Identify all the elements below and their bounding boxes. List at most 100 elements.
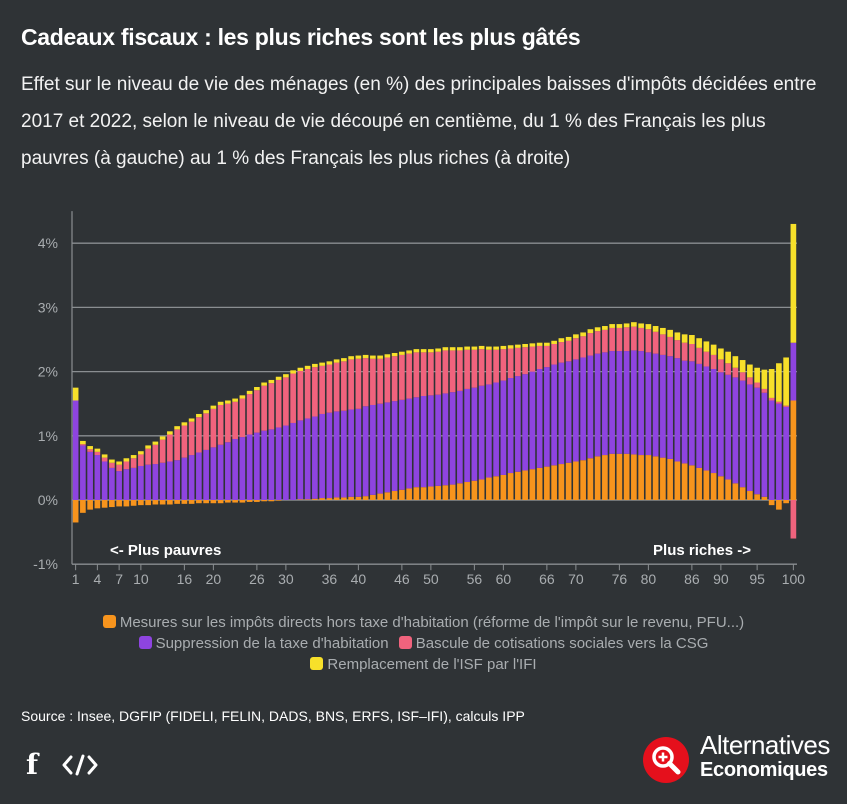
bar-segment-ir xyxy=(399,489,405,500)
bar-segment-ir xyxy=(254,500,260,502)
bar-segment-isf xyxy=(732,356,739,368)
bar-segment-csg xyxy=(558,342,565,363)
bar-segment-th xyxy=(297,420,304,500)
bar-segment-th xyxy=(80,445,86,500)
bar-segment-isf xyxy=(377,355,383,359)
bar-segment-csg xyxy=(370,358,376,405)
bar-segment-th xyxy=(696,363,702,468)
bar-segment-isf xyxy=(370,355,376,359)
bar-segment-th xyxy=(710,369,717,474)
bar-segment-csg xyxy=(384,357,391,403)
x-tick-label: 76 xyxy=(612,571,628,587)
bar-segment-th xyxy=(370,404,376,495)
bar-segment-ir xyxy=(87,500,93,510)
bar-segment-th xyxy=(478,385,485,480)
bar-segment-csg xyxy=(159,439,166,463)
bar-segment-ir xyxy=(333,497,340,500)
bar-segment-csg xyxy=(268,383,275,430)
x-tick-label: 30 xyxy=(278,571,294,587)
bar-segment-csg xyxy=(747,377,753,385)
bar-segment-csg xyxy=(732,367,739,378)
bar-segment-isf xyxy=(435,348,441,352)
bar-segment-csg xyxy=(94,451,101,456)
bar-segment-th xyxy=(348,409,354,497)
bar-segment-ir xyxy=(167,500,173,505)
legend-item-ir[interactable]: Mesures sur les impôts directs hors taxe… xyxy=(102,612,744,633)
y-tick-label: 0% xyxy=(38,492,58,508)
bar-segment-csg xyxy=(754,382,760,388)
legend-item-csg[interactable]: Bascule de cotisations sociales vers la … xyxy=(398,633,708,654)
bar-segment-ir xyxy=(123,500,130,507)
bar-segment-isf xyxy=(399,351,405,355)
bar-segment-ir xyxy=(109,500,115,508)
x-tick-label: 7 xyxy=(115,571,123,587)
bar-segment-csg xyxy=(652,331,659,354)
bar-segment-th xyxy=(587,355,594,459)
bar-segment-ir xyxy=(587,458,594,500)
bar-segment-isf xyxy=(384,354,391,358)
source-note: Source : Insee, DGFIP (FIDELI, FELIN, DA… xyxy=(21,708,525,724)
bar-segment-csg xyxy=(681,342,688,361)
bar-segment-isf xyxy=(181,422,188,426)
bar-segment-isf xyxy=(283,374,289,378)
bar-segment-th xyxy=(507,378,514,474)
bar-segment-ir xyxy=(196,500,202,504)
bar-segment-isf xyxy=(500,345,507,350)
bar-segment-ir xyxy=(348,496,354,500)
bar-segment-csg xyxy=(761,388,768,393)
bar-segment-isf xyxy=(507,345,514,349)
bar-segment-th xyxy=(362,406,369,497)
bar-segment-isf xyxy=(87,446,93,450)
facebook-icon[interactable]: f xyxy=(26,748,39,781)
bar-segment-th xyxy=(268,429,275,500)
legend-label-th: Suppression de la taxe d'habitation xyxy=(155,635,389,652)
code-icon[interactable] xyxy=(62,754,98,776)
x-tick-label: 66 xyxy=(539,571,555,587)
bar-segment-isf xyxy=(768,369,775,398)
bar-segment-th xyxy=(471,387,478,481)
bar-segment-th xyxy=(732,377,739,484)
bar-segment-isf xyxy=(558,338,565,343)
bar-segment-isf xyxy=(188,418,195,422)
bar-segment-th xyxy=(428,395,434,487)
bar-segment-ir xyxy=(246,500,253,502)
bar-segment-csg xyxy=(471,349,478,388)
bar-segment-ir xyxy=(435,485,441,500)
bar-segment-ir xyxy=(681,463,688,500)
bar-segment-csg xyxy=(522,347,528,375)
x-tick-label: 26 xyxy=(249,571,265,587)
legend-item-isf[interactable]: Remplacement de l'ISF par l'IFI xyxy=(310,654,537,675)
bar-segment-csg xyxy=(725,363,731,375)
bar-segment-ir xyxy=(609,453,615,500)
bar-segment-ir xyxy=(667,458,673,500)
bar-segment-ir xyxy=(377,493,383,500)
bar-segment-th xyxy=(94,455,101,500)
bar-segment-isf xyxy=(718,348,724,360)
bar-segment-isf xyxy=(536,342,543,346)
x-tick-label: 20 xyxy=(206,571,222,587)
bar-segment-isf xyxy=(515,344,521,348)
legend-item-th[interactable]: Suppression de la taxe d'habitation xyxy=(138,633,389,654)
bar-segment-csg xyxy=(435,351,441,395)
bar-segment-ir xyxy=(138,500,144,506)
chart-subtitle: Effet sur le niveau de vie des ménages (… xyxy=(21,74,817,169)
bar-segment-isf xyxy=(747,364,753,378)
bar-segment-csg xyxy=(80,444,86,446)
x-tick-label: 46 xyxy=(394,571,410,587)
bar-segment-th xyxy=(174,460,180,500)
bar-segment-isf xyxy=(580,332,586,337)
bar-segment-th xyxy=(776,403,782,500)
bar-segment-ir xyxy=(710,473,717,500)
bar-segment-isf xyxy=(312,363,318,368)
bar-segment-isf xyxy=(544,342,550,346)
bar-segment-th xyxy=(254,432,260,500)
bar-segment-isf xyxy=(573,334,579,339)
bar-segment-ir xyxy=(645,455,652,500)
bar-segment-th xyxy=(319,413,325,499)
bar-segment-isf xyxy=(428,349,434,353)
x-tick-label: 70 xyxy=(568,571,584,587)
bar-segment-csg xyxy=(449,350,456,393)
bar-segment-th xyxy=(72,400,79,500)
bar-segment-csg xyxy=(254,390,260,433)
bar-segment-th xyxy=(689,361,695,466)
